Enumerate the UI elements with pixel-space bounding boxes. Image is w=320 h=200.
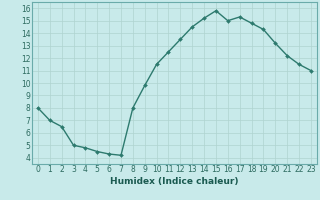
X-axis label: Humidex (Indice chaleur): Humidex (Indice chaleur) [110,177,239,186]
